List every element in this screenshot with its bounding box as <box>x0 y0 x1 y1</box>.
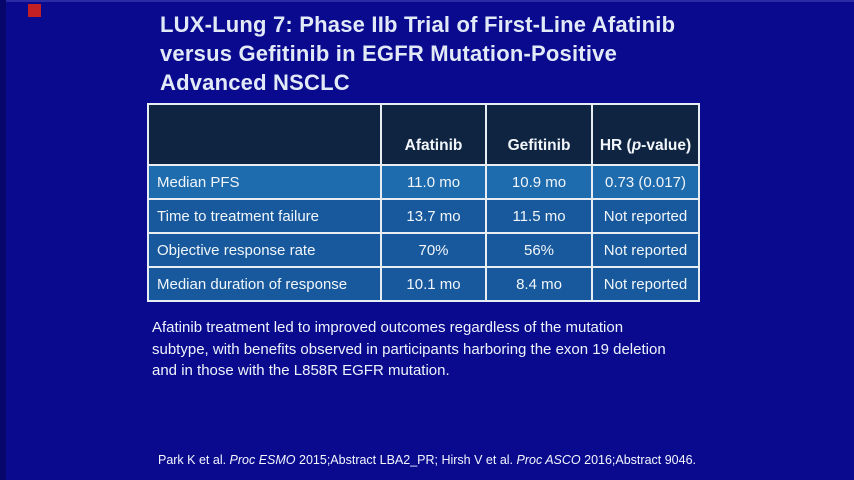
column-header-hr-pvalue: HR (p-value) <box>591 103 700 166</box>
hr-header-italic-p: p <box>631 137 642 154</box>
table-header-row: Afatinib Gefitinib HR (p-value) <box>147 103 700 166</box>
summary-line-2: subtype, with benefits observed in parti… <box>152 340 666 358</box>
column-header-afatinib: Afatinib <box>380 103 487 166</box>
citation-part-3: 2016;Abstract 9046. <box>580 453 696 467</box>
slide-title: LUX-Lung 7: Phase IIb Trial of First-Lin… <box>160 10 810 97</box>
results-table: Afatinib Gefitinib HR (p-value) Median P… <box>147 103 700 302</box>
cell-afatinib: 13.7 mo <box>380 198 487 234</box>
cell-hr: Not reported <box>591 232 700 268</box>
cell-hr: Not reported <box>591 266 700 302</box>
citation: Park K et al. Proc ESMO 2015;Abstract LB… <box>0 453 854 467</box>
summary-line-3: and in those with the L858R EGFR mutatio… <box>152 362 450 379</box>
hr-header-suffix: -value) <box>641 137 692 154</box>
top-edge-line <box>0 0 854 2</box>
table-row: Median PFS 11.0 mo 10.9 mo 0.73 (0.017) <box>147 164 700 200</box>
citation-part-2: 2015;Abstract LBA2_PR; Hirsh V et al. <box>295 453 517 467</box>
cell-gefitinib: 11.5 mo <box>485 198 593 234</box>
row-label: Median duration of response <box>147 266 382 302</box>
cell-gefitinib: 56% <box>485 232 593 268</box>
row-label: Median PFS <box>147 164 382 200</box>
cell-afatinib: 70% <box>380 232 487 268</box>
row-label: Objective response rate <box>147 232 382 268</box>
citation-part-1: Park K et al. <box>157 453 230 467</box>
slide-title-line-3: Advanced NSCLC <box>160 70 350 95</box>
cell-hr: Not reported <box>591 198 700 234</box>
cell-afatinib: 11.0 mo <box>380 164 487 200</box>
summary-line-1: Afatinib treatment led to improved outco… <box>152 319 624 336</box>
slide-title-line-2: versus Gefitinib in EGFR Mutation-Positi… <box>160 41 618 66</box>
cell-hr: 0.73 (0.017) <box>591 164 700 200</box>
citation-journal-1: Proc ESMO <box>229 453 296 467</box>
summary-text: Afatinib treatment led to improved outco… <box>152 317 772 382</box>
column-header-gefitinib: Gefitinib <box>485 103 593 166</box>
table-row: Time to treatment failure 13.7 mo 11.5 m… <box>147 198 700 234</box>
slide-title-line-1: LUX-Lung 7: Phase IIb Trial of First-Lin… <box>160 12 676 37</box>
hr-header-prefix: HR ( <box>599 137 632 154</box>
left-edge-strip <box>0 0 6 480</box>
red-accent-square <box>28 4 41 17</box>
cell-gefitinib: 10.9 mo <box>485 164 593 200</box>
table-row: Median duration of response 10.1 mo 8.4 … <box>147 266 700 302</box>
cell-gefitinib: 8.4 mo <box>485 266 593 302</box>
citation-journal-2: Proc ASCO <box>516 453 581 467</box>
table-corner-cell <box>147 103 382 166</box>
cell-afatinib: 10.1 mo <box>380 266 487 302</box>
row-label: Time to treatment failure <box>147 198 382 234</box>
table-row: Objective response rate 70% 56% Not repo… <box>147 232 700 268</box>
